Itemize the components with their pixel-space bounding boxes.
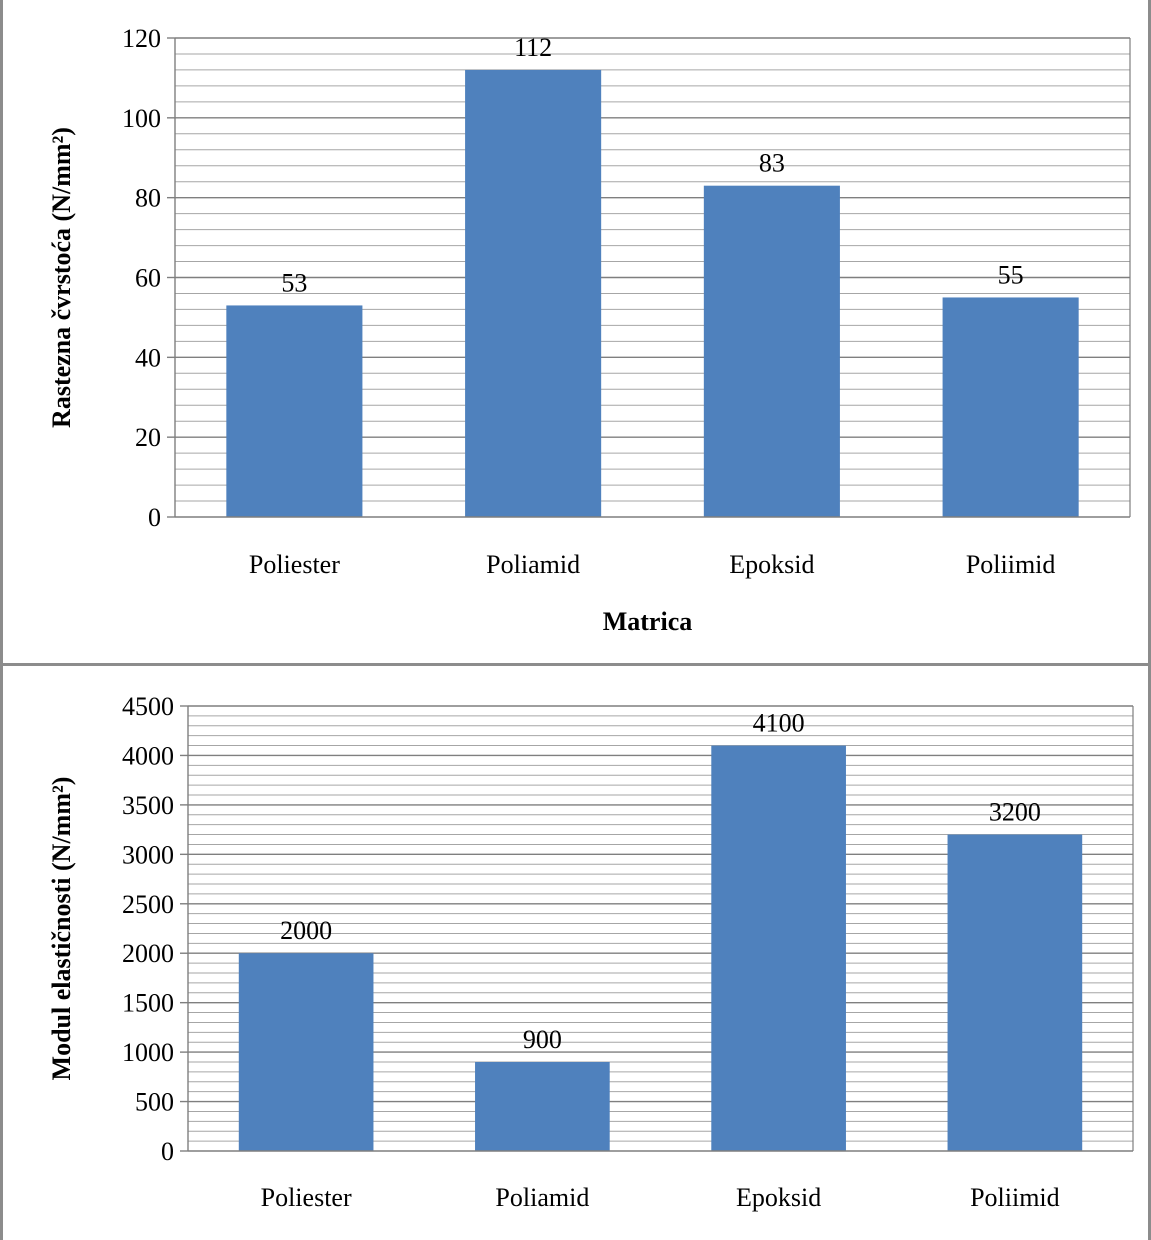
data-label: 53 — [281, 268, 307, 297]
data-label: 4100 — [753, 709, 805, 738]
x-category-label: Poliester — [249, 550, 340, 579]
data-label: 112 — [514, 33, 552, 62]
data-label: 83 — [759, 149, 785, 178]
y-tick-label: 4000 — [122, 741, 174, 770]
data-label: 900 — [523, 1025, 562, 1054]
data-label: 3200 — [989, 798, 1041, 827]
y-tick-label: 120 — [122, 24, 161, 53]
x-category-label: Poliamid — [495, 1183, 589, 1212]
y-tick-label: 60 — [135, 264, 161, 293]
y-tick-label: 4500 — [122, 692, 174, 721]
x-category-label: Poliimid — [970, 1183, 1060, 1212]
panel-divider — [0, 663, 1151, 666]
bar-poliester — [238, 953, 374, 1151]
y-tick-label: 500 — [135, 1088, 174, 1117]
elastic-modulus-chart: 0 500 1000 1500 2000 2500 3000 3500 4000 4500 2000… — [47, 692, 1134, 1240]
bar-poliamid — [465, 69, 602, 517]
y-tick-label: 0 — [148, 503, 161, 532]
x-axis-title: Matrica — [603, 607, 693, 636]
x-category-label: Epoksid — [729, 550, 814, 579]
bar-epoksid — [711, 745, 846, 1151]
bar-poliamid — [475, 1062, 610, 1151]
y-tick-label: 80 — [135, 184, 161, 213]
bar-poliimid — [947, 834, 1083, 1151]
y-tick-label: 100 — [122, 104, 161, 133]
y-tick-label: 40 — [135, 343, 161, 372]
bar-poliester — [226, 305, 363, 517]
data-label: 55 — [998, 260, 1024, 289]
bar-poliimid — [942, 297, 1079, 517]
x-axis-title: Matrica — [616, 1236, 706, 1240]
y-tick-label: 2500 — [122, 890, 174, 919]
x-category-label: Epoksid — [736, 1183, 821, 1212]
tensile-strength-chart: 0 20 40 60 80 100 120 53 Poliester 112 Poliamid 83 E… — [47, 24, 1131, 636]
y-tick-label: 1500 — [122, 989, 174, 1018]
y-tick-label: 0 — [161, 1137, 174, 1166]
y-tick-label: 2000 — [122, 939, 174, 968]
data-label: 2000 — [280, 916, 332, 945]
x-category-label: Poliimid — [966, 550, 1056, 579]
x-category-label: Poliamid — [486, 550, 580, 579]
y-tick-label: 3000 — [122, 840, 174, 869]
y-tick-label: 1000 — [122, 1038, 174, 1067]
y-tick-label: 3500 — [122, 791, 174, 820]
y-axis-title: Modul elastičnosti (N/mm²) — [47, 777, 76, 1081]
y-axis-title: Rastezna čvrstoća (N/mm²) — [47, 127, 76, 428]
x-category-label: Poliester — [261, 1183, 352, 1212]
y-tick-label: 20 — [135, 423, 161, 452]
bar-epoksid — [703, 185, 840, 518]
